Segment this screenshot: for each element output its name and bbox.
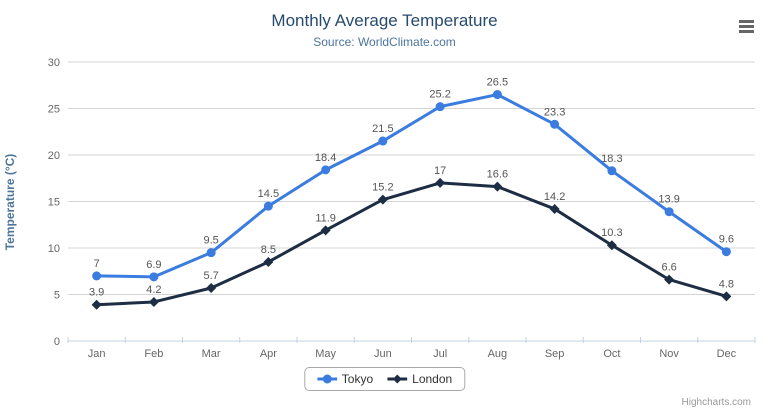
- data-point-tokyo[interactable]: [607, 166, 617, 176]
- y-axis-tick-label: 25: [48, 104, 60, 116]
- credits-link[interactable]: Highcharts.com: [681, 397, 751, 408]
- data-point-london[interactable]: [377, 194, 388, 205]
- data-point-tokyo[interactable]: [550, 119, 560, 129]
- y-axis-tick-label: 5: [54, 290, 60, 302]
- data-point-tokyo[interactable]: [435, 102, 445, 112]
- data-label-london: 14.2: [544, 191, 565, 203]
- data-point-tokyo[interactable]: [378, 136, 388, 146]
- tokyo-legend-marker-icon: [316, 374, 337, 384]
- data-point-london[interactable]: [206, 282, 217, 293]
- data-label-tokyo: 9.5: [203, 235, 218, 247]
- data-point-london[interactable]: [549, 203, 560, 214]
- y-axis-tick-label: 10: [48, 243, 60, 255]
- x-axis-label: Nov: [659, 348, 679, 360]
- data-point-tokyo[interactable]: [206, 248, 216, 258]
- data-label-london: 17: [434, 165, 446, 177]
- data-point-london[interactable]: [91, 299, 102, 310]
- data-label-london: 4.2: [146, 284, 161, 296]
- data-label-tokyo: 23.3: [544, 106, 565, 118]
- data-point-london[interactable]: [435, 177, 446, 188]
- data-label-tokyo: 26.5: [487, 77, 508, 89]
- x-axis-label: Dec: [717, 348, 737, 360]
- data-point-london[interactable]: [721, 291, 732, 302]
- x-axis-label: Feb: [144, 348, 163, 360]
- y-axis-tick-label: 0: [54, 336, 60, 348]
- x-axis-label: Jan: [88, 348, 106, 360]
- data-label-tokyo: 18.4: [315, 152, 336, 164]
- legend-item-london[interactable]: London: [387, 372, 452, 386]
- x-axis-label: Jul: [433, 348, 447, 360]
- x-axis-label: Mar: [202, 348, 221, 360]
- data-label-tokyo: 6.9: [146, 259, 161, 271]
- hamburger-bar: [739, 30, 754, 33]
- data-point-tokyo[interactable]: [721, 247, 731, 257]
- data-label-london: 8.5: [261, 244, 276, 256]
- data-label-tokyo: 7: [94, 258, 100, 270]
- data-label-tokyo: 9.6: [719, 234, 734, 246]
- hamburger-menu-icon[interactable]: [739, 20, 754, 33]
- london-legend-marker-icon: [387, 374, 408, 384]
- legend-item-tokyo[interactable]: Tokyo: [316, 372, 374, 386]
- hamburger-bar: [739, 20, 754, 23]
- data-point-london[interactable]: [606, 240, 617, 251]
- data-label-tokyo: 13.9: [658, 194, 679, 206]
- data-point-tokyo[interactable]: [321, 165, 331, 175]
- hamburger-bar: [739, 25, 754, 28]
- data-label-tokyo: 18.3: [601, 153, 622, 165]
- y-axis-title: Temperature (°C): [3, 154, 17, 251]
- x-axis-label: Oct: [603, 348, 620, 360]
- y-axis-tick-label: 20: [48, 150, 60, 162]
- data-label-london: 3.9: [89, 287, 104, 299]
- data-label-tokyo: 14.5: [258, 188, 279, 200]
- data-label-london: 16.6: [487, 169, 508, 181]
- data-point-london[interactable]: [263, 256, 274, 267]
- y-axis-tick-label: 30: [48, 57, 60, 69]
- x-axis-label: Jun: [374, 348, 392, 360]
- data-point-london[interactable]: [320, 225, 331, 236]
- series-line-tokyo[interactable]: [95, 93, 728, 279]
- data-label-london: 4.8: [719, 278, 734, 290]
- x-axis-label: May: [315, 348, 336, 360]
- data-point-london[interactable]: [664, 274, 675, 285]
- legend-label-london: London: [412, 372, 453, 386]
- legend-label-tokyo: Tokyo: [341, 372, 374, 386]
- data-point-london[interactable]: [148, 296, 159, 307]
- data-label-london: 5.7: [203, 270, 218, 282]
- x-axis-label: Aug: [488, 348, 508, 360]
- legend: Tokyo London: [303, 367, 466, 391]
- data-label-london: 15.2: [372, 182, 393, 194]
- y-axis-tick-label: 15: [48, 197, 60, 209]
- data-point-tokyo[interactable]: [492, 90, 502, 100]
- data-point-tokyo[interactable]: [149, 272, 159, 282]
- x-axis-label: Apr: [260, 348, 277, 360]
- x-axis-label: Sep: [545, 348, 565, 360]
- data-point-tokyo[interactable]: [263, 201, 273, 211]
- data-point-tokyo[interactable]: [92, 271, 102, 281]
- chart-subtitle: Source: WorldClimate.com: [313, 35, 456, 49]
- data-label-tokyo: 25.2: [429, 89, 450, 101]
- data-label-london: 6.6: [661, 262, 676, 274]
- data-point-tokyo[interactable]: [664, 207, 674, 217]
- data-label-london: 10.3: [601, 227, 622, 239]
- chart-title: Monthly Average Temperature: [271, 11, 498, 30]
- series-line-london[interactable]: [95, 181, 728, 307]
- data-label-london: 11.9: [315, 212, 336, 224]
- data-point-london[interactable]: [492, 181, 503, 192]
- data-label-tokyo: 21.5: [372, 123, 393, 135]
